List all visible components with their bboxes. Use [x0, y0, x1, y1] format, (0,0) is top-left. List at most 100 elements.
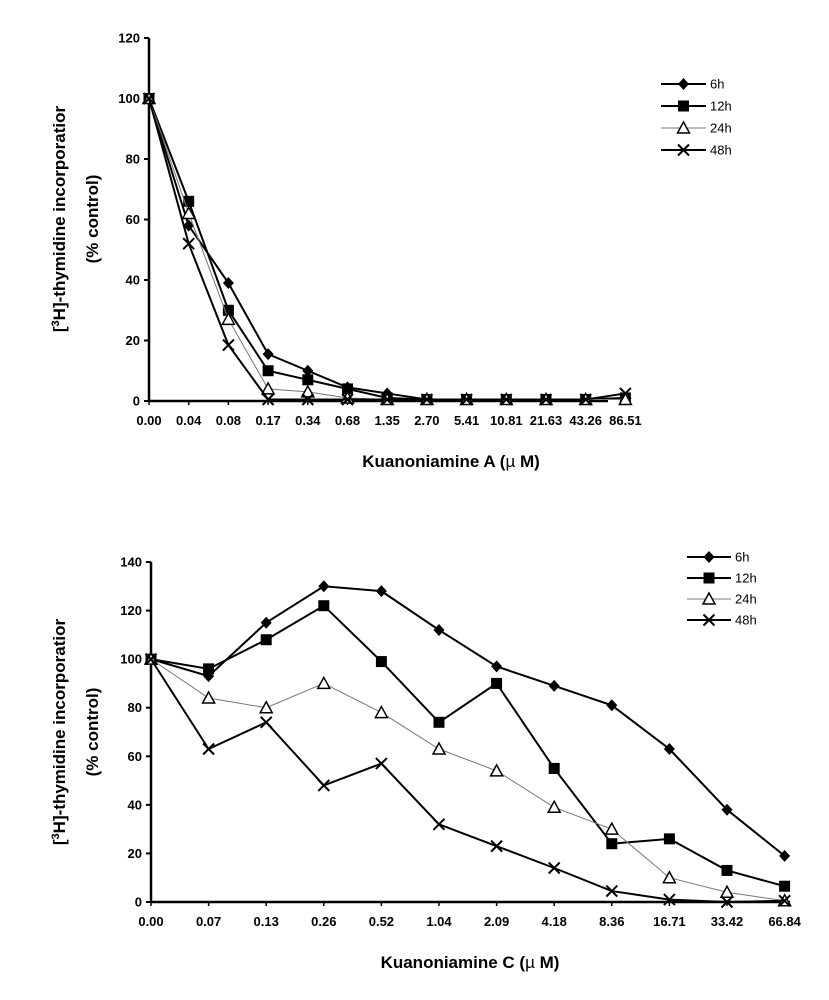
- data-point-6h: [606, 699, 618, 712]
- data-point-48h: [222, 338, 235, 352]
- legend-label-48h: 48h: [735, 613, 757, 628]
- series-24h: [143, 651, 792, 907]
- y-tick-label: 100: [118, 91, 140, 106]
- x-axis-title: Kuanoniamine A (µ M): [362, 452, 540, 471]
- data-point-24h: [662, 870, 677, 884]
- data-point-12h: [779, 880, 791, 892]
- y-axis-title-sup: 3: [50, 320, 62, 326]
- y-axis-title-line1: [3H]-thymidine incorporatior: [50, 106, 69, 333]
- chart-panel-c: 0 20 40 60 80 100 120 140 0.00 0.07 0.13 0.26 0.52 1.…: [50, 550, 802, 973]
- y-axis-subtitle: (% control): [83, 175, 102, 264]
- data-point-6h: [302, 364, 314, 377]
- data-point-48h: [202, 742, 215, 756]
- series-line-6h: [148, 98, 626, 401]
- data-point-6h: [548, 679, 560, 692]
- data-point-6h: [721, 803, 733, 816]
- data-point-12h: [222, 304, 234, 316]
- y-tick-label: 120: [118, 31, 140, 46]
- y-axis-title-line2: (% control): [83, 175, 102, 264]
- x-tick-label: 86.51: [609, 413, 642, 428]
- y-tick-label: 80: [128, 700, 142, 715]
- x-tick-label: 0.34: [295, 413, 321, 428]
- y-axis-title-line1: [3H]-thymidine incorporatior: [50, 619, 69, 846]
- data-point-12h: [318, 600, 330, 612]
- data-point-6h: [318, 580, 330, 593]
- data-point-12h: [262, 365, 274, 377]
- data-point-24h: [260, 381, 276, 395]
- y-tick-label: 40: [128, 797, 142, 812]
- x-tick-label: 1.35: [375, 413, 400, 428]
- data-point-48h: [375, 757, 388, 770]
- data-point-48h: [663, 893, 676, 906]
- y-axis-title-h: H]: [50, 815, 69, 833]
- x-tick-label: 10.81: [490, 413, 523, 428]
- y-tick-label: 40: [126, 273, 140, 288]
- legend-label-12h: 12h: [710, 99, 732, 114]
- y-axis-title-h: H]: [50, 302, 69, 320]
- data-point-24h: [258, 700, 274, 714]
- data-point-24h: [316, 675, 332, 690]
- data-point-6h: [375, 585, 387, 598]
- legend: 6h 12h 24h 48h: [687, 550, 757, 628]
- legend-marker-24h: [701, 591, 717, 605]
- y-axis-title-sup: 3: [50, 833, 62, 839]
- y-tick-label: 120: [120, 603, 142, 618]
- x-axis-title-mu: µ: [505, 452, 515, 471]
- x-tick-label: 0.04: [176, 413, 202, 428]
- x-tick-label: 5.41: [454, 413, 479, 428]
- series-48h: [144, 652, 791, 909]
- legend-label-6h: 6h: [735, 550, 749, 565]
- legend-marker-6h: [703, 551, 715, 563]
- x-tick-label: 43.26: [569, 413, 602, 428]
- data-point-6h: [262, 348, 274, 361]
- data-point-48h: [720, 895, 734, 909]
- series-12h: [145, 600, 791, 892]
- y-axis-title-bracket: [: [50, 839, 69, 845]
- data-point-48h: [301, 393, 315, 406]
- y-axis-title-main: -thymidine incorporatior: [50, 106, 69, 303]
- data-point-48h: [605, 884, 619, 898]
- x-axis-title-unit: M): [535, 953, 560, 972]
- data-point-24h: [374, 705, 389, 719]
- x-tick-label: 21.63: [530, 413, 563, 428]
- legend-marker-6h: [678, 78, 689, 90]
- data-point-24h: [618, 391, 633, 406]
- data-point-12h: [491, 677, 503, 689]
- legend-marker-24h: [676, 120, 691, 134]
- x-tick-label: 16.71: [653, 914, 686, 929]
- x-tick-label: 0.68: [335, 413, 360, 428]
- data-point-48h: [259, 716, 273, 729]
- data-point-24h: [431, 741, 447, 755]
- series-line-24h: [150, 658, 785, 902]
- series-line-48h: [148, 98, 626, 401]
- x-tick-label: 0.07: [196, 914, 221, 929]
- y-tick-label: 0: [135, 895, 142, 910]
- y-tick-label: 60: [128, 749, 142, 764]
- data-point-6h: [433, 624, 445, 636]
- y-tick-label: 20: [128, 846, 142, 861]
- series-24h: [141, 90, 633, 406]
- data-point-48h: [142, 92, 156, 105]
- series-line-24h: [148, 98, 626, 400]
- y-tick-label: 100: [120, 652, 142, 667]
- data-point-6h: [260, 616, 272, 629]
- x-axis-title-mu: µ: [525, 953, 535, 972]
- x-tick-label: 2.09: [484, 914, 509, 929]
- series-line-48h: [150, 658, 785, 904]
- chart-panel-a: 0 20 40 60 80 100 120 0.00 0.04 0.08 0.17 0.34 0.68…: [50, 31, 732, 472]
- y-tick-label: 140: [120, 555, 142, 570]
- series-line-12h: [148, 98, 626, 401]
- data-point-24h: [181, 205, 196, 220]
- y-tick-label: 60: [126, 212, 140, 227]
- x-tick-label: 0.00: [136, 413, 161, 428]
- x-tick-label: 0.26: [311, 914, 336, 929]
- data-point-12h: [203, 663, 215, 675]
- data-point-48h: [144, 652, 158, 666]
- legend-label-24h: 24h: [735, 592, 757, 607]
- data-point-12h: [342, 383, 353, 395]
- y-axis-title: [3H]-thymidine incorporatior: [50, 619, 69, 846]
- y-axis-title-line2: (% control): [83, 688, 102, 777]
- x-tick-label: 8.36: [599, 914, 624, 929]
- x-tick-label: 0.13: [254, 914, 279, 929]
- legend-label-12h: 12h: [735, 571, 757, 586]
